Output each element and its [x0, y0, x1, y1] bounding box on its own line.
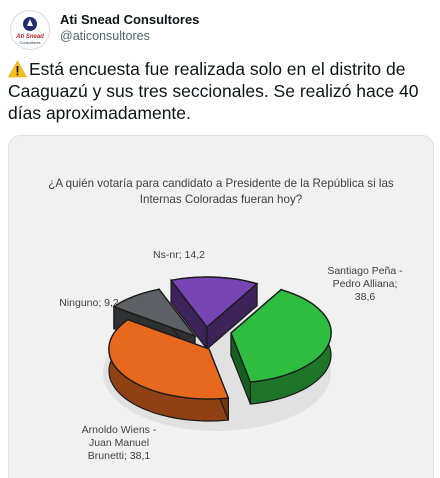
label-wiens: Arnoldo Wiens - Juan Manuel Brunetti; 38…	[81, 424, 157, 462]
warning-icon	[8, 60, 27, 78]
tweet-header: Ati Snead Consultores Ati Snead Consulto…	[10, 8, 430, 50]
logo-icon: Ati Snead Consultores	[15, 17, 44, 45]
chart-title: ¿A quién votaría para candidato a Presid…	[48, 177, 394, 206]
label-pena: Santiago Peña - Pedro Alliana; 38,6	[327, 265, 403, 303]
tweet-body: Está encuesta fue realizada solo en el d…	[8, 59, 419, 123]
slice-2	[112, 288, 198, 338]
slice-1	[108, 318, 230, 400]
tweet-text: Está encuesta fue realizada solo en el d…	[8, 58, 432, 124]
avatar-subtext: Consultores	[19, 40, 40, 45]
pie-chart	[103, 276, 332, 431]
slice-0	[230, 288, 332, 383]
chart-image[interactable]: ¿A quién votaría para candidato a Presid…	[8, 135, 434, 478]
author-name[interactable]: Ati Snead Consultores	[60, 12, 200, 27]
author-handle[interactable]: @aticonsultores	[60, 29, 150, 43]
slice-3	[169, 276, 259, 329]
avatar-text: Ati Snead	[15, 34, 44, 40]
label-nsnr: Ns-nr; 14,2	[153, 249, 205, 261]
avatar[interactable]: Ati Snead Consultores	[10, 10, 50, 50]
label-ninguno: Ninguno; 9,2	[59, 297, 119, 309]
